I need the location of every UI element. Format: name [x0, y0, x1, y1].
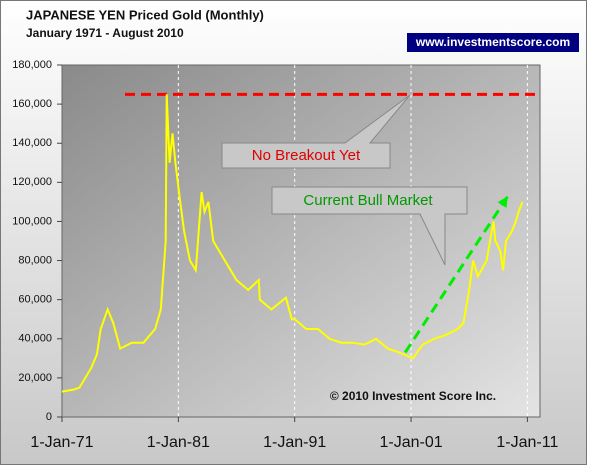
callout-box — [221, 94, 411, 169]
x-tick-label: 1-Jan-11 — [496, 434, 558, 451]
annotation: Current Bull Market — [303, 192, 433, 209]
arrow-head — [497, 196, 508, 208]
chart-title: JAPANESE YEN Priced Gold (Monthly) — [26, 7, 264, 22]
x-tick-label: 1-Jan-01 — [379, 434, 442, 451]
copyright: © 2010 Investment Score Inc. — [330, 389, 496, 403]
data-line — [61, 94, 524, 393]
y-tick-label: 120,000 — [12, 176, 52, 188]
y-tick-label: 80,000 — [18, 254, 52, 266]
y-tick-label: 20,000 — [18, 372, 52, 384]
y-tick-label: 180,000 — [12, 59, 52, 71]
y-tick-label: 0 — [46, 411, 52, 423]
plot-area — [61, 64, 541, 418]
x-tick-label: 1-Jan-81 — [147, 434, 210, 451]
x-tick-label: 1-Jan-91 — [263, 434, 326, 451]
annotation: No Breakout Yet — [252, 147, 361, 164]
chart-subtitle: January 1971 - August 2010 — [26, 26, 184, 40]
source-badge — [407, 33, 579, 52]
y-tick-label: 40,000 — [18, 333, 52, 345]
x-tick-label: 1-Jan-71 — [30, 434, 93, 451]
y-tick-label: 100,000 — [12, 215, 52, 227]
y-tick-label: 140,000 — [12, 137, 52, 149]
source: www.investmentscore.com — [415, 35, 570, 49]
y-tick-label: 160,000 — [12, 98, 52, 110]
y-tick-label: 60,000 — [18, 294, 52, 306]
callout-box — [271, 186, 468, 266]
